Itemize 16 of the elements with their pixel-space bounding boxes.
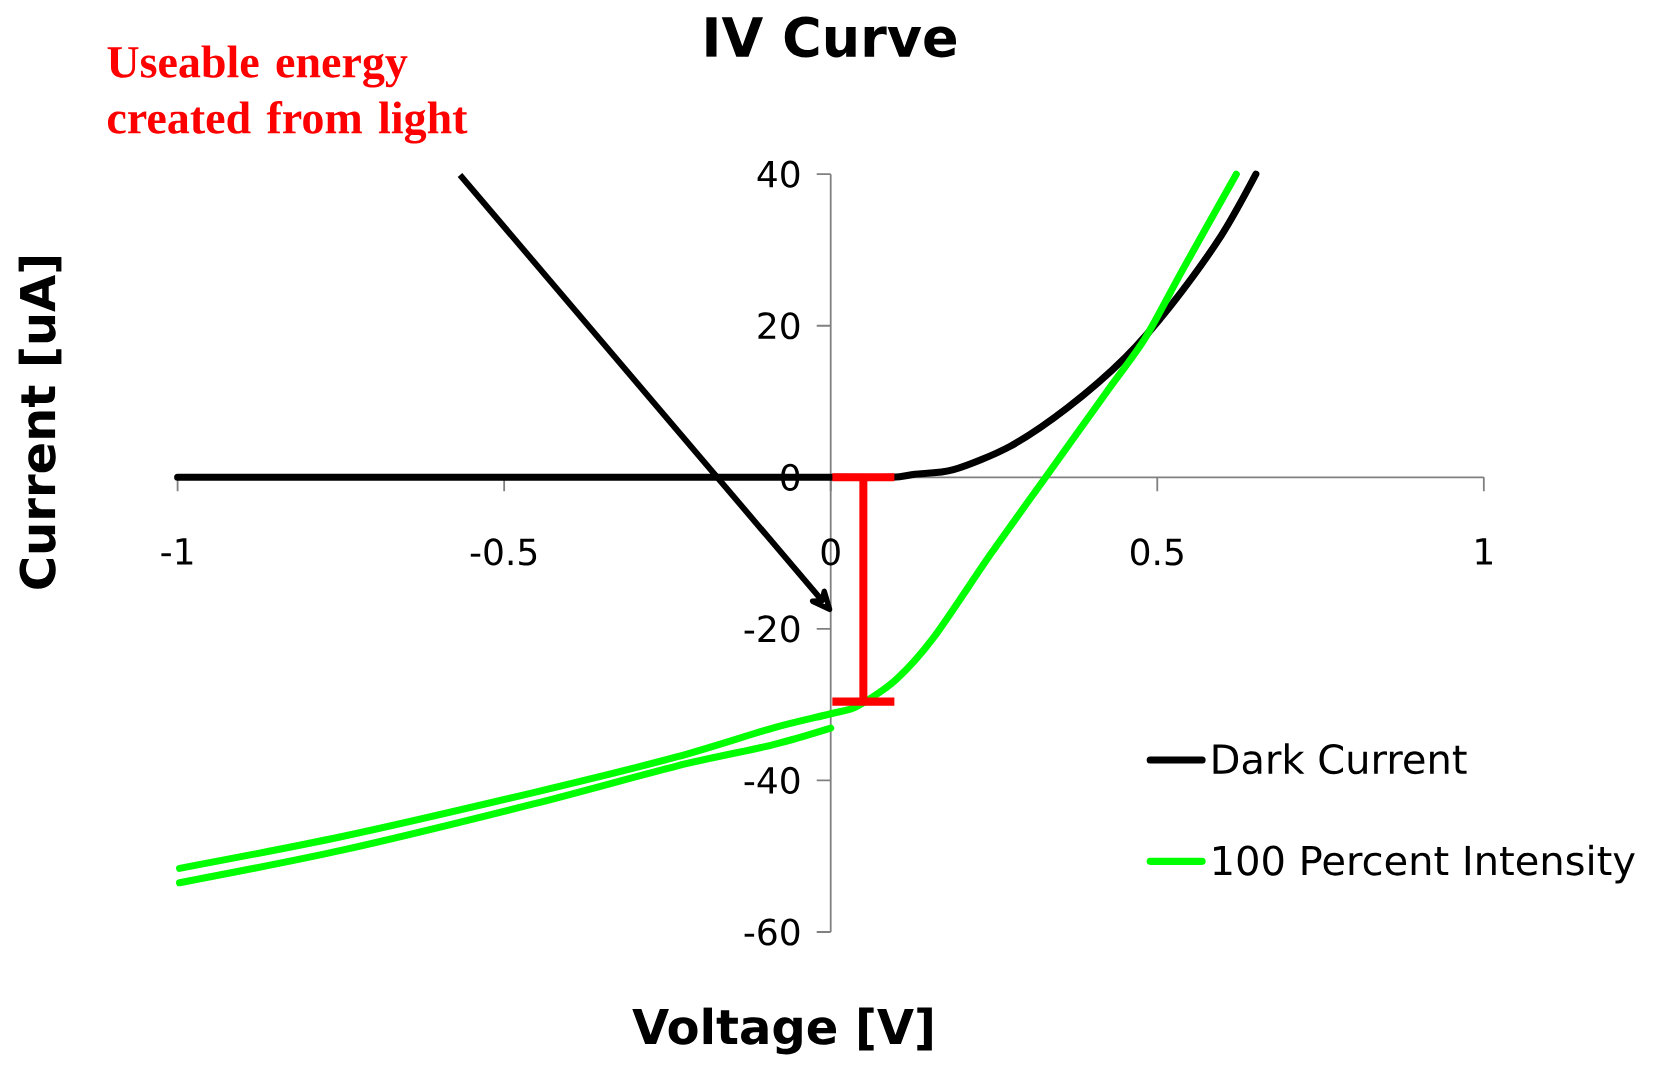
- text: Useable energy created from light: [107, 45, 468, 144]
- x-axis-title: Voltage [V]: [632, 1007, 932, 1055]
- x-tick-label: 0.5: [1131, 538, 1183, 566]
- y-tick-label: -20: [744, 615, 800, 643]
- x-tick-label: 1: [1476, 538, 1492, 565]
- y-tick-label: 40: [757, 160, 800, 188]
- y-tick-label: 20: [758, 312, 800, 340]
- y-axis-title: Current [uA]: [18, 256, 62, 589]
- chart-title: IV Curve: [706, 16, 956, 58]
- y-tick-label: -60: [744, 918, 800, 946]
- legend-label: Dark Current: [1213, 743, 1467, 775]
- x-tick-label: -0.5: [470, 538, 537, 566]
- legend-label: 100 Percent Intensity: [1214, 844, 1635, 884]
- y-tick-label: -40: [744, 766, 800, 795]
- x-tick-label: -1: [161, 538, 193, 565]
- x-tick-label: 0: [821, 538, 840, 566]
